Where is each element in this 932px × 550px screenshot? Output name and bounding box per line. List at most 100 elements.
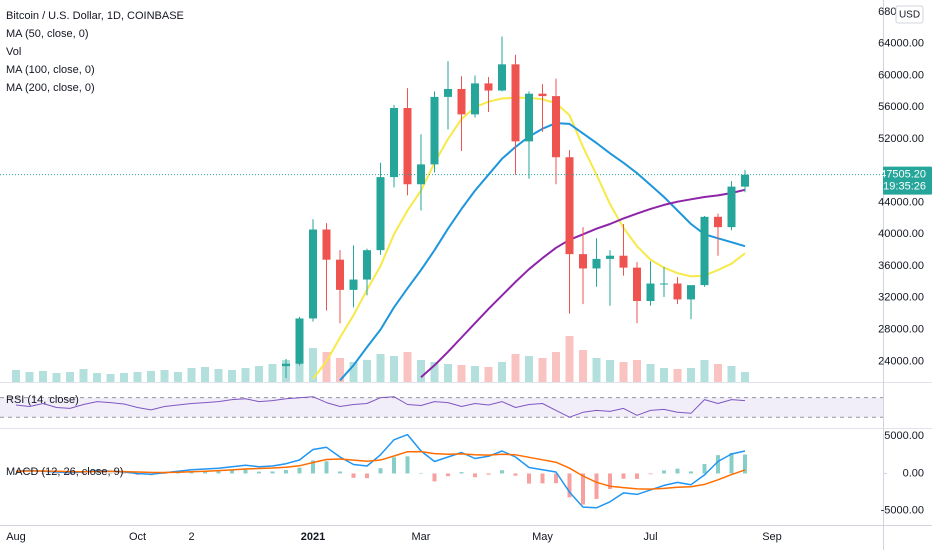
macd-histogram-bar bbox=[729, 452, 734, 474]
macd-line bbox=[15, 433, 746, 509]
price-tick-label: 56000.00 bbox=[878, 101, 924, 113]
macd-histogram-bar bbox=[257, 471, 261, 474]
macd-histogram-bar bbox=[581, 473, 585, 505]
macd-histogram-bar bbox=[122, 473, 126, 474]
volume-bar bbox=[606, 360, 614, 382]
volume-bar bbox=[417, 360, 425, 382]
candle-body bbox=[322, 229, 331, 260]
macd-histogram-bar bbox=[459, 472, 464, 474]
candle-body bbox=[565, 157, 574, 255]
volume-bar bbox=[498, 362, 506, 382]
macd-histogram-bar bbox=[162, 473, 167, 474]
candle-body bbox=[349, 279, 358, 290]
volume-bar bbox=[727, 366, 736, 382]
volume-bar bbox=[687, 368, 695, 382]
volume-bar bbox=[579, 350, 587, 382]
volume-bar bbox=[52, 373, 61, 382]
candle-body bbox=[390, 108, 398, 178]
volume-bar bbox=[174, 372, 182, 382]
volume-bar bbox=[376, 354, 385, 382]
candle-body bbox=[727, 186, 736, 228]
macd-histogram-bar bbox=[324, 461, 329, 474]
macd-histogram-bar bbox=[378, 468, 383, 474]
price-tick-label: 60000.00 bbox=[878, 69, 924, 81]
candle-body bbox=[511, 64, 520, 142]
volume-bar bbox=[12, 370, 20, 382]
volume-bar bbox=[619, 362, 628, 382]
volume-bar bbox=[646, 364, 655, 382]
volume-bar bbox=[106, 374, 115, 382]
candle-body bbox=[646, 283, 655, 301]
candle-body bbox=[525, 93, 533, 142]
volume-bar bbox=[511, 354, 520, 382]
candle-body bbox=[336, 259, 344, 290]
candle-body bbox=[687, 285, 695, 300]
macd-title: MACD (12, 26, close, 9) bbox=[6, 466, 123, 478]
time-tick-label: 2 bbox=[188, 531, 194, 543]
candle-body bbox=[403, 108, 412, 185]
macd-histogram-bar bbox=[486, 473, 491, 475]
legend-entry: MA (50, close, 0) bbox=[6, 28, 89, 40]
time-tick-label: May bbox=[532, 531, 553, 543]
time-tick-label: Oct bbox=[129, 531, 146, 543]
last-price-box bbox=[883, 166, 932, 195]
macd-histogram-bar bbox=[648, 473, 653, 475]
candle-body bbox=[484, 83, 493, 91]
time-tick-label: Sep bbox=[762, 531, 782, 543]
macd-histogram-bar bbox=[392, 457, 396, 474]
volume-bar bbox=[214, 369, 223, 382]
legend-entry: Vol bbox=[6, 46, 21, 58]
macd-histogram-bar bbox=[203, 471, 207, 474]
price-tick-label: 24000.00 bbox=[878, 355, 924, 367]
volume-bar bbox=[592, 358, 601, 382]
macd-histogram-bar bbox=[14, 473, 18, 474]
candle-body bbox=[295, 318, 304, 364]
volume-bar bbox=[228, 370, 236, 382]
macd-histogram-bar bbox=[419, 472, 423, 474]
macd-histogram-bar bbox=[635, 473, 639, 479]
currency-label[interactable]: USD bbox=[899, 10, 920, 21]
macd-histogram-bar bbox=[311, 460, 315, 474]
candle-body bbox=[457, 88, 466, 115]
price-tick-label: 64000.00 bbox=[878, 38, 924, 50]
macd-histogram-bar bbox=[41, 473, 45, 474]
legend-entry: MA (100, close, 0) bbox=[6, 64, 95, 76]
rsi-line bbox=[15, 396, 746, 418]
macd-histogram-bar bbox=[662, 470, 666, 474]
price-tick-label: 36000.00 bbox=[878, 260, 924, 272]
volume-bar bbox=[201, 367, 209, 382]
volume-bar bbox=[66, 372, 74, 382]
macd-histogram-bar bbox=[243, 469, 248, 474]
volume-bar bbox=[484, 367, 493, 382]
volume-bar bbox=[741, 372, 749, 382]
macd-histogram-bar bbox=[405, 456, 410, 474]
candle-body bbox=[498, 64, 506, 91]
countdown-label: 19:35:26 bbox=[883, 181, 926, 193]
candle-body bbox=[633, 267, 641, 301]
candle-body bbox=[592, 258, 601, 269]
macd-histogram-bar bbox=[216, 471, 221, 474]
volume-bar bbox=[120, 373, 128, 382]
macd-histogram-bar bbox=[108, 473, 113, 474]
volume-bar bbox=[79, 369, 88, 382]
time-tick-label: Jul bbox=[643, 531, 657, 543]
macd-line bbox=[15, 450, 746, 490]
volume-bar bbox=[673, 369, 682, 382]
price-tick-label: 28000.00 bbox=[878, 323, 924, 335]
volume-bar bbox=[633, 360, 641, 382]
candle-body bbox=[606, 255, 614, 259]
currency-button[interactable] bbox=[895, 5, 924, 24]
volume-bar bbox=[525, 356, 533, 382]
volume-bar bbox=[25, 372, 34, 382]
candle-body bbox=[579, 254, 587, 269]
macd-histogram-bar bbox=[689, 471, 693, 474]
macd-histogram-bar bbox=[338, 471, 342, 474]
price-tick-label: 52000.00 bbox=[878, 133, 924, 145]
macd-histogram-bar bbox=[527, 473, 531, 484]
macd-histogram-bar bbox=[432, 473, 437, 482]
volume-bar bbox=[39, 371, 47, 382]
candle-body bbox=[376, 177, 385, 251]
volume-bar bbox=[309, 348, 317, 382]
